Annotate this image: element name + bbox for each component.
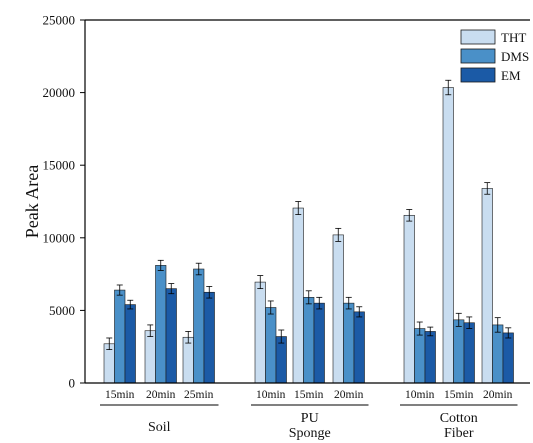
group-label: Sponge: [289, 426, 331, 441]
bar: [114, 289, 126, 384]
legend-entry: THT: [501, 30, 526, 45]
y-tick-label: 5000: [49, 303, 75, 318]
bar: [442, 87, 454, 384]
bar: [182, 336, 194, 384]
bar: [453, 319, 465, 384]
labels-layer: 0 5000 10000 15000 20000 25000 Peak Area 15min 2…: [22, 13, 518, 441]
axes-layer: [80, 19, 530, 384]
y-tick-label: 15000: [43, 158, 76, 173]
bar: [193, 268, 205, 384]
legend-swatch: [460, 67, 496, 83]
y-tick-label: 0: [69, 376, 76, 391]
bars-layer: [103, 79, 514, 384]
group-label: PU: [301, 411, 319, 426]
legend: THT DMS EM: [460, 29, 529, 83]
bar: [313, 302, 325, 384]
x-category-label: 20min: [334, 389, 364, 401]
x-category-label: 20min: [146, 389, 176, 401]
bar: [492, 324, 504, 384]
bar: [414, 328, 426, 384]
x-category-label: 25min: [184, 389, 214, 401]
legend-entry: EM: [501, 68, 521, 83]
x-category-label: 10min: [256, 389, 286, 401]
bar: [203, 291, 215, 384]
bar: [502, 332, 514, 384]
group-label: Cotton: [440, 411, 478, 426]
y-axis-label: Peak Area: [22, 165, 42, 238]
x-category-label: 15min: [105, 389, 135, 401]
legend-swatch: [460, 48, 496, 64]
y-tick-label: 10000: [43, 230, 76, 245]
bar: [144, 330, 156, 384]
bar: [481, 188, 493, 384]
y-tick-label: 20000: [43, 85, 76, 100]
bar: [303, 297, 315, 384]
bar: [353, 311, 365, 384]
x-category-label: 15min: [294, 389, 324, 401]
x-category-label: 20min: [483, 389, 513, 401]
bar: [332, 234, 344, 384]
legend-entry: DMS: [501, 49, 529, 64]
group-label: Fiber: [444, 426, 474, 441]
bar: [265, 307, 277, 384]
group-label: Soil: [148, 420, 171, 435]
bar: [403, 214, 415, 384]
bar: [275, 336, 287, 384]
bar: [124, 304, 136, 384]
legend-swatch: [460, 29, 496, 45]
bar: [292, 207, 304, 384]
bar: [254, 281, 266, 384]
bar: [155, 265, 167, 384]
bar: [165, 288, 177, 384]
x-category-label: 15min: [444, 389, 474, 401]
bar: [343, 302, 355, 384]
x-category-label: 10min: [405, 389, 435, 401]
bar: [463, 322, 475, 384]
bar: [424, 331, 436, 384]
y-tick-label: 25000: [43, 13, 76, 28]
